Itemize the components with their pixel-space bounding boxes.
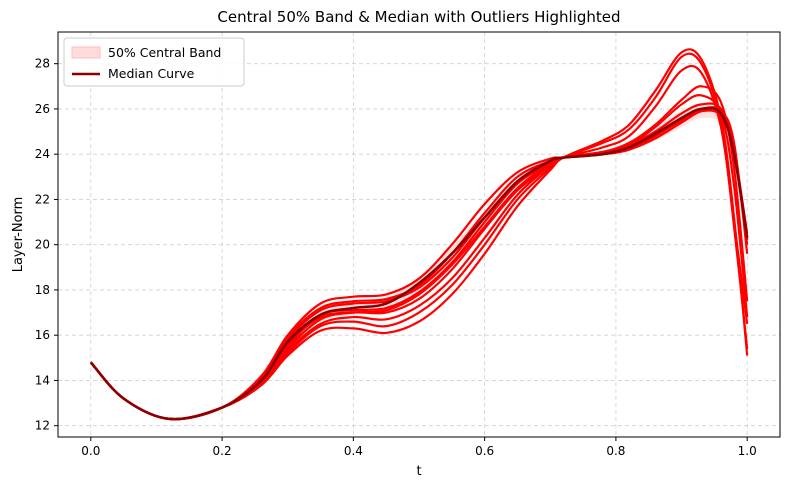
y-axis: 12 14 16 18 20 22 24 26 28 [35,57,58,433]
grid [58,32,780,437]
x-tick-label: 0.0 [81,444,100,458]
legend-band-swatch [71,46,101,59]
x-axis: 0.0 0.2 0.4 0.6 0.8 1.0 [81,437,757,458]
chart-title: Central 50% Band & Median with Outliers … [217,8,620,26]
y-tick-label: 18 [35,283,50,297]
y-tick-label: 16 [35,328,50,342]
outlier-curve-6 [89,48,749,421]
x-tick-label: 0.4 [344,444,363,458]
plot-frame [57,31,781,438]
y-tick-label: 20 [35,238,50,252]
legend-median-label: Median Curve [108,66,195,81]
legend-band-label: 50% Central Band [108,45,221,60]
y-tick-label: 22 [35,192,50,206]
y-tick-label: 12 [35,419,50,433]
x-axis-label: t [416,464,421,479]
median-curve [89,106,749,421]
x-tick-label: 1.0 [738,444,757,458]
legend: 50% Central Band Median Curve [63,37,245,87]
y-tick-label: 28 [35,57,50,71]
x-tick-label: 0.2 [213,444,232,458]
outlier-curve-9 [89,93,749,421]
y-tick-label: 24 [35,147,50,161]
y-tick-label: 14 [35,373,50,387]
plot-area [57,31,781,438]
legend-box [63,37,245,87]
y-axis-label: Layer-Norm [11,197,26,273]
x-tick-label: 0.6 [475,444,494,458]
y-tick-label: 26 [35,102,50,116]
outlier-curve-1 [89,109,749,421]
median-layer [89,106,749,421]
x-tick-label: 0.8 [606,444,625,458]
